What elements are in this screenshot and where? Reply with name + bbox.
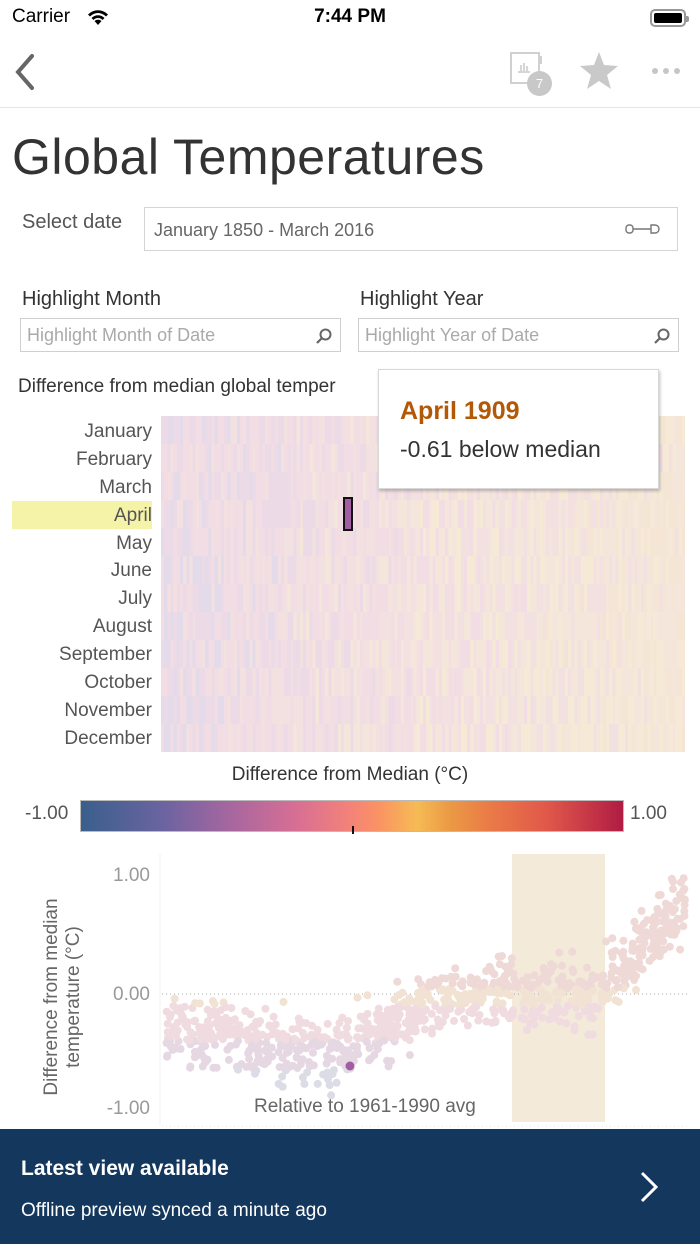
date-range-filter[interactable]: January 1850 - March 2016 [144,207,678,251]
back-chevron-icon[interactable] [10,50,46,94]
status-bar: Carrier 7:44 PM [0,0,700,36]
month-label-highlighted[interactable]: April [12,500,152,529]
tooltip-title: April 1909 [400,397,520,425]
highlight-month-search[interactable] [20,318,341,352]
legend-min-label: -1.00 [25,803,69,824]
y-tick-label: 1.00 [113,865,150,886]
y-tick-label: -1.00 [106,1098,150,1119]
tooltip: April 1909 -0.61 below median [378,369,659,489]
scatter-plot-area[interactable] [0,850,700,1130]
month-label[interactable]: January [84,421,152,442]
views-icon [510,52,542,84]
y-tick-label: 0.00 [113,984,150,1005]
highlight-year-search[interactable] [358,318,679,352]
month-label[interactable]: October [84,672,152,694]
battery-icon [650,9,689,27]
star-icon[interactable] [578,50,620,92]
views-count-badge: 7 [527,71,552,96]
month-label[interactable]: September [59,644,152,666]
page-title: Global Temperatures [12,129,485,185]
month-label[interactable]: May [116,532,152,554]
month-label[interactable]: March [99,476,152,498]
legend-marker [352,826,354,834]
month-label[interactable]: August [92,616,152,638]
views-button[interactable]: 7 [508,50,558,96]
banner-title: Latest view available [21,1157,229,1180]
wifi-icon [88,10,108,25]
color-legend-title: Difference from Median (°C) [231,764,469,785]
chevron-right-icon[interactable] [634,1167,664,1207]
highlight-month-label: Highlight Month [22,288,161,310]
carrier-label: Carrier [12,6,71,27]
navigation-bar: 7 [0,36,700,108]
legend-max-label: 1.00 [630,803,667,824]
heatmap-title: Difference from median global temper [18,376,336,397]
month-label[interactable]: February [75,448,152,470]
highlight-year-label: Highlight Year [360,288,484,310]
latest-view-banner[interactable]: Latest view available Offline preview sy… [0,1129,700,1244]
month-label[interactable]: December [64,727,152,749]
month-axis: January February March April May June Ju… [12,417,152,752]
highlight-month-input[interactable] [21,319,340,351]
tooltip-value: -0.61 below median [400,436,601,462]
reference-note: Relative to 1961-1990 avg [254,1096,476,1117]
highlight-year-input[interactable] [359,319,678,351]
date-range-value: January 1850 - March 2016 [154,220,375,240]
highlighted-point [345,1061,355,1071]
search-icon [654,328,670,344]
month-label[interactable]: November [64,699,152,721]
month-label[interactable]: June [110,560,152,582]
banner-subtitle: Offline preview synced a minute ago [21,1200,327,1221]
month-label[interactable]: July [118,588,152,610]
more-icon[interactable] [648,56,684,86]
clock: 7:44 PM [314,6,386,27]
range-slider-icon [625,224,660,234]
select-date-label: Select date [22,211,123,233]
search-icon [316,328,332,344]
selected-heatmap-cell[interactable] [343,497,353,531]
scatter-chart[interactable]: Difference from median temperature (°C) … [0,850,700,1130]
